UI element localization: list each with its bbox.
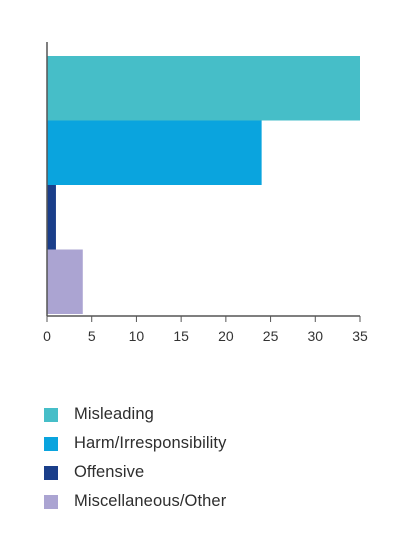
bar-miscellaneous-other xyxy=(47,249,83,314)
bar-chart: 0 5 10 15 20 25 30 35 xyxy=(43,42,368,344)
legend-label: Harm/Irresponsibility xyxy=(74,434,227,452)
legend-swatch xyxy=(44,465,58,480)
legend-label: Offensive xyxy=(74,463,145,481)
x-tick-label: 30 xyxy=(307,328,323,344)
bar-harm-irresponsibility xyxy=(47,120,262,185)
x-tick-label: 5 xyxy=(88,328,96,344)
legend-label: Miscellaneous/Other xyxy=(74,492,227,510)
x-axis-ticks: 0 5 10 15 20 25 30 35 xyxy=(43,316,368,344)
x-tick-label: 10 xyxy=(129,328,145,344)
legend-item: Misleading xyxy=(44,400,374,429)
chart-legend: Misleading Harm/Irresponsibility Offensive… xyxy=(44,400,374,516)
x-tick-label: 15 xyxy=(173,328,189,344)
legend-swatch xyxy=(44,407,58,422)
x-tick-label: 0 xyxy=(43,328,51,344)
x-tick-label: 20 xyxy=(218,328,234,344)
legend-item: Harm/Irresponsibility xyxy=(44,429,374,458)
bar-misleading xyxy=(47,56,360,121)
legend-swatch xyxy=(44,494,58,509)
legend-item: Miscellaneous/Other xyxy=(44,487,374,516)
legend-swatch xyxy=(44,436,58,451)
x-tick-label: 35 xyxy=(352,328,368,344)
legend-label: Misleading xyxy=(74,405,154,423)
x-tick-label: 25 xyxy=(263,328,279,344)
legend-item: Offensive xyxy=(44,458,374,487)
bars-group xyxy=(47,56,360,314)
bar-offensive xyxy=(47,185,56,250)
